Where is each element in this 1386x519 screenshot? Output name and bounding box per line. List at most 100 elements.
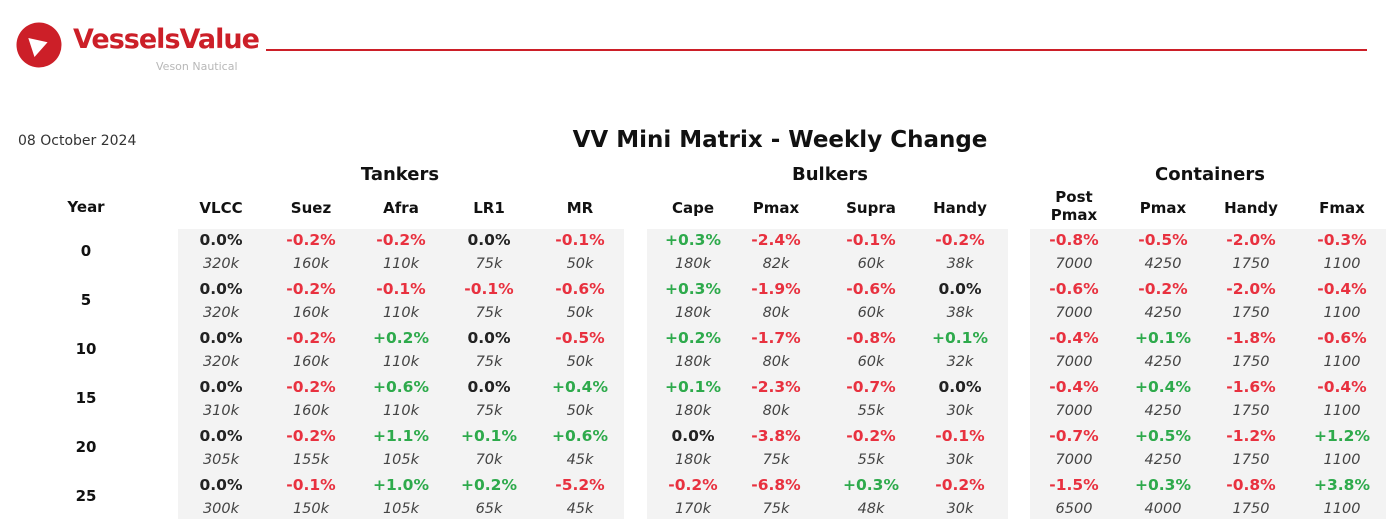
vessel-size-value: 4250 [1144, 305, 1182, 321]
weekly-change-value: +0.2% [373, 329, 429, 347]
vessel-size-value: 1750 [1232, 501, 1270, 517]
weekly-change-value: +0.1% [665, 378, 721, 396]
vessel-size-value: 32k [946, 354, 974, 370]
weekly-change-value: -2.0% [1226, 280, 1276, 298]
vessel-size-value: 180k [674, 452, 712, 468]
weekly-change-value: -0.2% [1138, 280, 1188, 298]
column-header: Handy [1224, 199, 1278, 217]
weekly-change-value: 0.0% [467, 329, 511, 347]
vessel-size-value: 80k [762, 403, 790, 419]
vessel-size-value: 4250 [1144, 354, 1182, 370]
vessel-size-value: 1750 [1232, 305, 1270, 321]
weekly-change-value: +1.0% [373, 476, 429, 494]
weekly-change-value: 0.0% [199, 231, 243, 249]
vessel-size-value: 6500 [1055, 501, 1093, 517]
vessel-size-value: 110k [382, 354, 420, 370]
weekly-change-value: -0.2% [935, 476, 985, 494]
weekly-change-value: -2.4% [751, 231, 801, 249]
weekly-change-value: +0.3% [665, 231, 721, 249]
vessel-size-value: 60k [857, 354, 885, 370]
weekly-change-value: -0.1% [286, 476, 336, 494]
vessel-size-value: 1100 [1323, 354, 1361, 370]
vessel-size-value: 4000 [1144, 501, 1182, 517]
page-title-text: VV Mini Matrix - Weekly Change [572, 127, 988, 153]
weekly-change-value: 0.0% [467, 378, 511, 396]
weekly-change-value: +0.4% [552, 378, 608, 396]
vessel-size-value: 1100 [1323, 403, 1361, 419]
weekly-change-value: +0.6% [552, 427, 608, 445]
weekly-change-value: -0.6% [846, 280, 896, 298]
vessel-size-value: 1750 [1232, 256, 1270, 272]
vessel-size-value: 75k [475, 354, 503, 370]
weekly-change-value: -0.2% [286, 427, 336, 445]
weekly-change-value: +0.1% [461, 427, 517, 445]
column-header: Fmax [1319, 199, 1365, 217]
vessel-size-value: 75k [762, 501, 790, 517]
year-label: 5 [80, 291, 92, 309]
vessel-size-value: 50k [566, 354, 594, 370]
vessel-size-value: 80k [762, 354, 790, 370]
weekly-change-value: 0.0% [199, 280, 243, 298]
weekly-change-value: -0.1% [935, 427, 985, 445]
weekly-change-value: 0.0% [938, 280, 982, 298]
weekly-change-value: -0.2% [376, 231, 426, 249]
vessel-size-value: 75k [762, 452, 790, 468]
vessel-size-value: 160k [292, 305, 330, 321]
vessel-size-value: 110k [382, 256, 420, 272]
group-title-bulkers: Bulkers [792, 164, 868, 185]
weekly-change-value: -5.2% [555, 476, 605, 494]
vessel-size-value: 1100 [1323, 452, 1361, 468]
brand-logo: VesselsValue Veson Nautical [16, 20, 266, 76]
vessel-size-value: 320k [202, 256, 240, 272]
vessel-size-value: 38k [946, 305, 974, 321]
weekly-change-value: -0.2% [286, 378, 336, 396]
column-header: Post Pmax [1050, 188, 1098, 224]
weekly-change-value: -0.4% [1317, 378, 1367, 396]
weekly-change-value: -0.8% [1049, 231, 1099, 249]
weekly-change-value: -2.3% [751, 378, 801, 396]
weekly-change-value: -0.5% [555, 329, 605, 347]
report-date: 08 October 2024 [18, 133, 137, 149]
weekly-change-value: -0.7% [1049, 427, 1099, 445]
weekly-change-value: +1.1% [373, 427, 429, 445]
vessel-size-value: 30k [946, 403, 974, 419]
vessel-size-value: 180k [674, 354, 712, 370]
vessel-size-value: 170k [674, 501, 712, 517]
column-header: Suez [290, 199, 332, 217]
weekly-change-value: +0.5% [1135, 427, 1191, 445]
vessel-size-value: 4250 [1144, 403, 1182, 419]
column-header: VLCC [199, 199, 243, 217]
vessel-size-value: 1750 [1232, 354, 1270, 370]
weekly-change-value: +0.3% [843, 476, 899, 494]
vessel-size-value: 150k [292, 501, 330, 517]
vessel-size-value: 180k [674, 305, 712, 321]
vessel-size-value: 48k [857, 501, 885, 517]
weekly-change-value: -1.9% [751, 280, 801, 298]
vessel-size-value: 75k [475, 403, 503, 419]
vessel-size-value: 7000 [1055, 256, 1093, 272]
vessel-size-value: 105k [382, 501, 420, 517]
vessel-size-value: 7000 [1055, 354, 1093, 370]
weekly-change-value: -0.2% [668, 476, 718, 494]
weekly-change-value: -0.7% [846, 378, 896, 396]
weekly-change-value: -0.4% [1049, 329, 1099, 347]
vessel-size-value: 60k [857, 305, 885, 321]
weekly-change-value: -0.1% [846, 231, 896, 249]
weekly-change-value: +0.1% [932, 329, 988, 347]
column-header: Cape [671, 199, 715, 217]
weekly-change-value: +3.8% [1314, 476, 1370, 494]
vessel-size-value: 110k [382, 403, 420, 419]
year-label: 25 [75, 487, 97, 505]
vessel-size-value: 7000 [1055, 452, 1093, 468]
vessel-size-value: 50k [566, 403, 594, 419]
vessel-size-value: 4250 [1144, 452, 1182, 468]
weekly-change-value: -3.8% [751, 427, 801, 445]
weekly-change-value: 0.0% [199, 476, 243, 494]
vessel-size-value: 320k [202, 305, 240, 321]
vessel-size-value: 4250 [1144, 256, 1182, 272]
vessel-size-value: 320k [202, 354, 240, 370]
vessel-size-value: 55k [857, 452, 885, 468]
weekly-change-value: +0.2% [665, 329, 721, 347]
weekly-change-value: -1.2% [1226, 427, 1276, 445]
weekly-change-value: +0.6% [373, 378, 429, 396]
